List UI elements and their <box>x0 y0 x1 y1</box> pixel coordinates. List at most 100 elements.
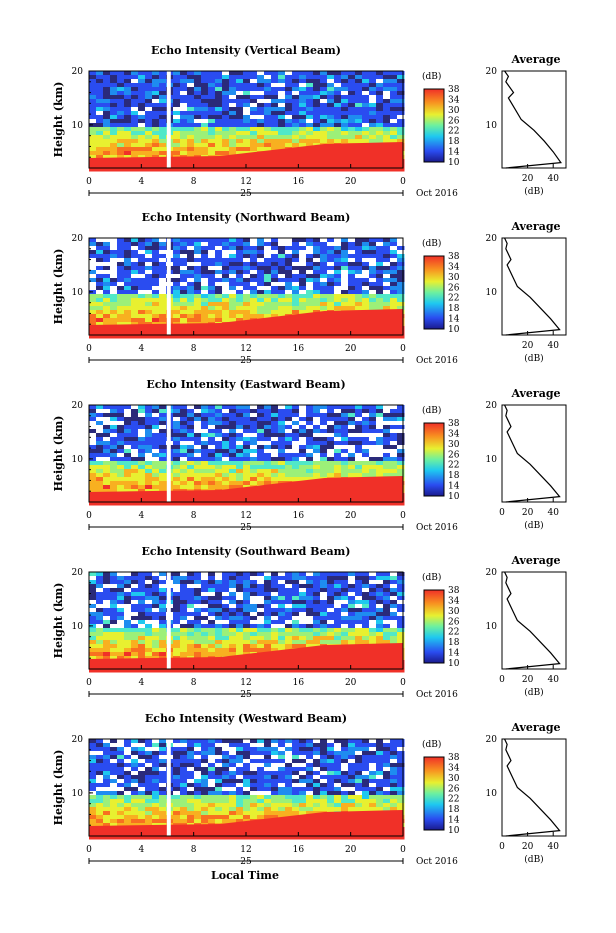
panel-title: Echo Intensity (Vertical Beam) <box>151 44 341 57</box>
xaxis-label-local-time: Local Time <box>211 869 279 882</box>
date-month: Oct 2016 <box>416 857 458 867</box>
average-xtick-label: 0 <box>499 508 505 518</box>
xtick-label: 20 <box>345 845 357 855</box>
average-frame <box>502 238 566 335</box>
colorbar-tick-label: 34 <box>448 596 460 606</box>
xtick-label: 16 <box>293 177 305 187</box>
xtick-label: 4 <box>138 845 144 855</box>
xtick-label: 0 <box>400 177 406 187</box>
average-ytick-label: 20 <box>486 735 498 745</box>
xtick-label: 0 <box>400 678 406 688</box>
panel-3: Echo Intensity (Eastward Beam)Average201… <box>52 378 566 533</box>
average-ytick-label: 10 <box>486 622 498 632</box>
ytick-label: 10 <box>72 288 84 298</box>
xtick-label: 20 <box>345 511 357 521</box>
xtick-label: 4 <box>138 344 144 354</box>
data-gap <box>167 572 171 669</box>
average-xaxis-label: (dB) <box>524 353 543 364</box>
date-day: 25 <box>240 690 252 700</box>
ytick-label: 20 <box>72 67 84 77</box>
average-xaxis-label: (dB) <box>524 854 543 865</box>
average-xtick-label: 20 <box>522 174 534 184</box>
xtick-label: 0 <box>86 845 92 855</box>
average-ytick-label: 10 <box>486 288 498 298</box>
colorbar-tick-label: 14 <box>448 482 460 492</box>
average-xtick-label: 20 <box>522 675 534 685</box>
colorbar-unit: (dB) <box>422 572 441 583</box>
panel-title: Echo Intensity (Eastward Beam) <box>146 378 345 391</box>
xtick-label: 8 <box>191 344 197 354</box>
colorbar-tick-label: 34 <box>448 429 460 439</box>
colorbar-unit: (dB) <box>422 238 441 249</box>
average-profile-line <box>505 405 560 502</box>
xtick-label: 0 <box>86 678 92 688</box>
date-day: 25 <box>240 857 252 867</box>
average-profile-line <box>505 238 560 335</box>
panel-5: Echo Intensity (Westward Beam)Average201… <box>52 712 566 867</box>
xtick-label: 8 <box>191 678 197 688</box>
average-profile-line <box>505 572 560 669</box>
average-frame <box>502 71 566 168</box>
average-title: Average <box>510 53 560 66</box>
xtick-label: 16 <box>293 344 305 354</box>
average-xtick-label: 0 <box>499 842 505 852</box>
xtick-label: 20 <box>345 344 357 354</box>
xtick-label: 12 <box>240 344 251 354</box>
colorbar-tick-label: 22 <box>448 461 459 471</box>
colorbar-tick-label: 34 <box>448 763 460 773</box>
average-title: Average <box>510 554 560 567</box>
yaxis-label: Height (km) <box>52 82 65 158</box>
xtick-label: 20 <box>345 177 357 187</box>
data-gap <box>167 238 171 335</box>
xtick-label: 4 <box>138 678 144 688</box>
average-frame <box>502 739 566 836</box>
xtick-label: 0 <box>400 845 406 855</box>
average-xaxis-label: (dB) <box>524 186 543 197</box>
average-xtick-label: 20 <box>522 341 534 351</box>
average-ytick-label: 20 <box>486 67 498 77</box>
xtick-label: 12 <box>240 511 251 521</box>
colorbar-tick-label: 26 <box>448 116 460 126</box>
panel-4: Echo Intensity (Southward Beam)Average20… <box>52 545 566 700</box>
data-gap <box>167 405 171 502</box>
colorbar-tick-label: 10 <box>448 826 460 836</box>
colorbar-tick-label: 30 <box>448 106 460 116</box>
colorbar-tick-label: 26 <box>448 617 460 627</box>
colorbar <box>424 256 444 329</box>
colorbar-tick-label: 26 <box>448 283 460 293</box>
ytick-label: 20 <box>72 568 84 578</box>
ytick-label: 20 <box>72 401 84 411</box>
colorbar-tick-label: 10 <box>448 325 460 335</box>
date-day: 25 <box>240 356 252 366</box>
colorbar-tick-label: 18 <box>448 638 460 648</box>
ytick-label: 10 <box>72 789 84 799</box>
colorbar-tick-label: 34 <box>448 262 460 272</box>
yaxis-label: Height (km) <box>52 750 65 826</box>
average-ytick-label: 10 <box>486 789 498 799</box>
date-month: Oct 2016 <box>416 356 458 366</box>
xtick-label: 4 <box>138 511 144 521</box>
xtick-label: 8 <box>191 845 197 855</box>
colorbar-tick-label: 22 <box>448 127 459 137</box>
xtick-label: 12 <box>240 678 251 688</box>
average-xtick-label: 40 <box>547 341 559 351</box>
ytick-label: 10 <box>72 121 84 131</box>
xtick-label: 16 <box>293 845 305 855</box>
colorbar <box>424 423 444 496</box>
average-xtick-label: 40 <box>547 508 559 518</box>
colorbar <box>424 590 444 663</box>
colorbar-tick-label: 14 <box>448 315 460 325</box>
average-xtick-label: 40 <box>547 675 559 685</box>
colorbar-tick-label: 30 <box>448 440 460 450</box>
xtick-label: 16 <box>293 678 305 688</box>
date-day: 25 <box>240 523 252 533</box>
colorbar-tick-label: 38 <box>448 252 460 262</box>
date-month: Oct 2016 <box>416 690 458 700</box>
average-xtick-label: 20 <box>522 508 534 518</box>
panel-title: Echo Intensity (Westward Beam) <box>145 712 347 725</box>
colorbar-tick-label: 18 <box>448 805 460 815</box>
average-xtick-label: 40 <box>547 174 559 184</box>
colorbar-tick-label: 18 <box>448 304 460 314</box>
colorbar-tick-label: 22 <box>448 795 459 805</box>
xtick-label: 0 <box>86 344 92 354</box>
